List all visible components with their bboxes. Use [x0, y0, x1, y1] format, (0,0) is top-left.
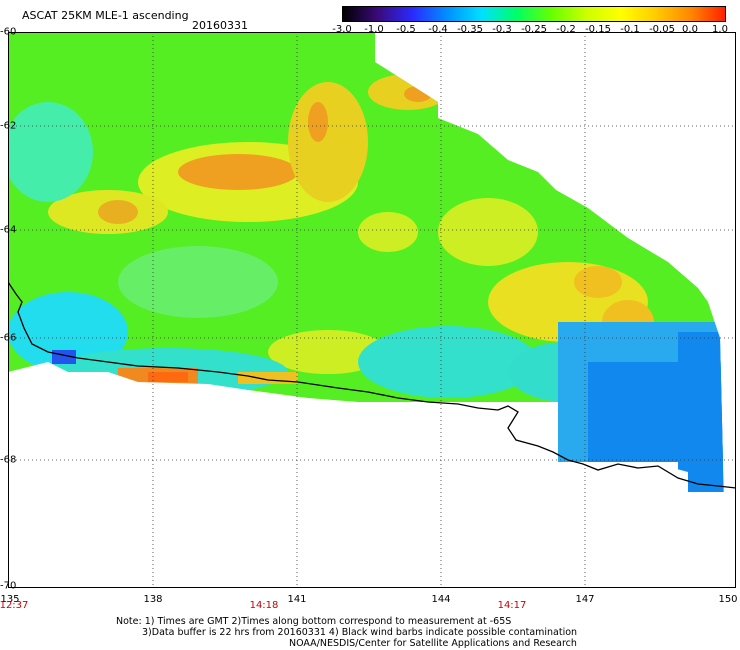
- coastline: [8, 281, 736, 489]
- grid-lines: [8, 32, 736, 588]
- colorbar-labels: -3.0 -1.0 -0.5 -0.4 -0.35 -0.3 -0.25 -0.…: [330, 24, 740, 36]
- lat-label: -70: [0, 580, 17, 592]
- lon-label: 138: [143, 594, 163, 605]
- lon-label: 150: [718, 594, 738, 605]
- colorbar-label: -1.0: [364, 24, 384, 35]
- colorbar-label: -0.2: [556, 24, 576, 35]
- colorbar: [342, 6, 726, 22]
- colorbar-label: -3.0: [332, 24, 352, 35]
- colorbar-label: -0.15: [585, 24, 611, 35]
- time-label: 12:37: [0, 600, 29, 611]
- lat-label: -60: [0, 26, 17, 38]
- lat-label: -64: [0, 224, 17, 236]
- map-frame: [8, 32, 736, 588]
- lon-label: 147: [575, 594, 595, 605]
- map-date: 20160331: [192, 19, 248, 32]
- note-line: Note: 1) Times are GMT 2)Times along bot…: [116, 616, 512, 627]
- colorbar-label: -0.25: [521, 24, 547, 35]
- time-label: 14:17: [497, 600, 527, 611]
- lat-label: -66: [0, 332, 17, 344]
- colorbar-label: 0.0: [682, 24, 698, 35]
- no-data-region: [8, 362, 736, 588]
- lon-label: 144: [431, 594, 451, 605]
- colorbar-label: -0.35: [457, 24, 483, 35]
- note-line: 3)Data buffer is 22 hrs from 20160331 4)…: [142, 627, 578, 638]
- colorbar-label: -0.3: [492, 24, 512, 35]
- colorbar-label: 1.0: [712, 24, 728, 35]
- map-title: ASCAT 25KM MLE-1 ascending: [22, 9, 189, 22]
- lon-label: 135: [0, 594, 20, 605]
- note-line: NOAA/NESDIS/Center for Satellite Applica…: [289, 638, 577, 649]
- colorbar-label: -0.05: [649, 24, 675, 35]
- lon-label: 141: [287, 594, 307, 605]
- colorbar-label: -0.5: [396, 24, 416, 35]
- satellite-map: [8, 32, 736, 588]
- colorbar-label: -0.4: [428, 24, 448, 35]
- colorbar-label: -0.1: [620, 24, 640, 35]
- lat-label: -68: [0, 454, 17, 466]
- lat-label: -62: [0, 120, 17, 132]
- time-label: 14:18: [249, 600, 279, 611]
